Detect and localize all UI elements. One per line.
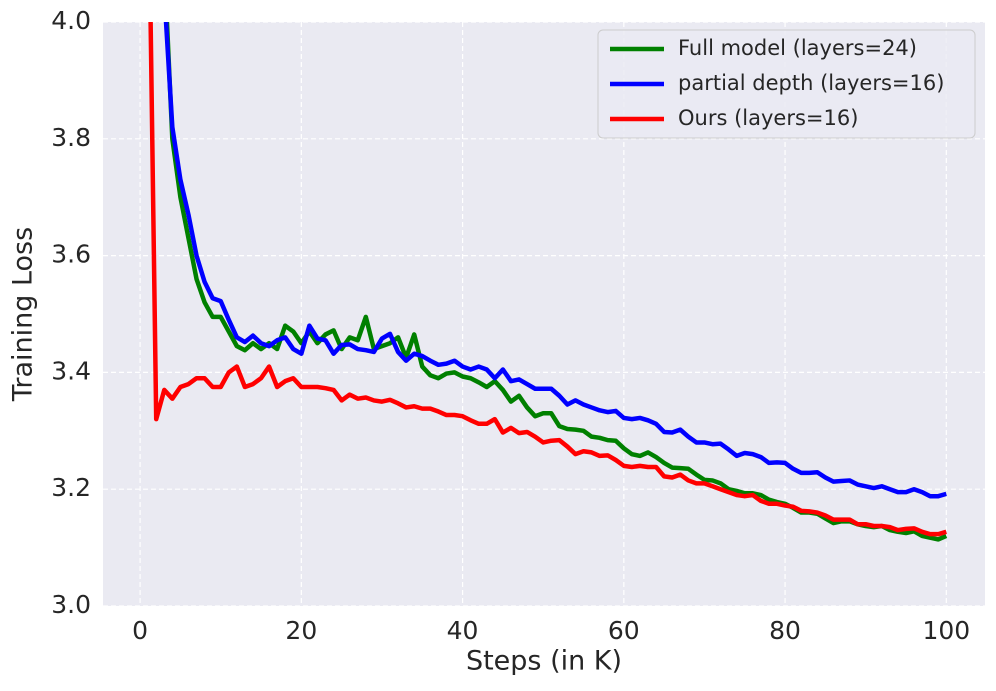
y-tick-label: 3.8 bbox=[51, 123, 91, 152]
legend-label: Full model (layers=24) bbox=[678, 36, 917, 60]
x-axis-label: Steps (in K) bbox=[466, 646, 622, 677]
y-tick-label: 3.4 bbox=[51, 356, 91, 385]
series-group bbox=[148, 22, 948, 542]
y-tick-label: 3.6 bbox=[51, 240, 91, 269]
legend-box bbox=[597, 29, 976, 139]
x-tick-label: 60 bbox=[608, 616, 640, 645]
legend-label: Ours (layers=16) bbox=[678, 106, 858, 130]
x-tick-label: 0 bbox=[132, 616, 148, 645]
x-tick-label: 100 bbox=[922, 616, 970, 645]
x-tick-label: 80 bbox=[769, 616, 801, 645]
y-axis-label: Training Loss bbox=[8, 227, 39, 402]
y-tick-label: 3.0 bbox=[51, 590, 91, 619]
legend-label: partial depth (layers=16) bbox=[678, 71, 944, 95]
y-tick-label: 4.0 bbox=[51, 6, 91, 35]
legend: Full model (layers=24) partial depth (lay… bbox=[597, 29, 976, 139]
x-tick-label: 20 bbox=[285, 616, 317, 645]
series-line bbox=[163, 22, 947, 499]
series-line bbox=[148, 22, 947, 537]
y-tick-label: 3.2 bbox=[51, 473, 91, 502]
x-tick-label: 40 bbox=[447, 616, 479, 645]
